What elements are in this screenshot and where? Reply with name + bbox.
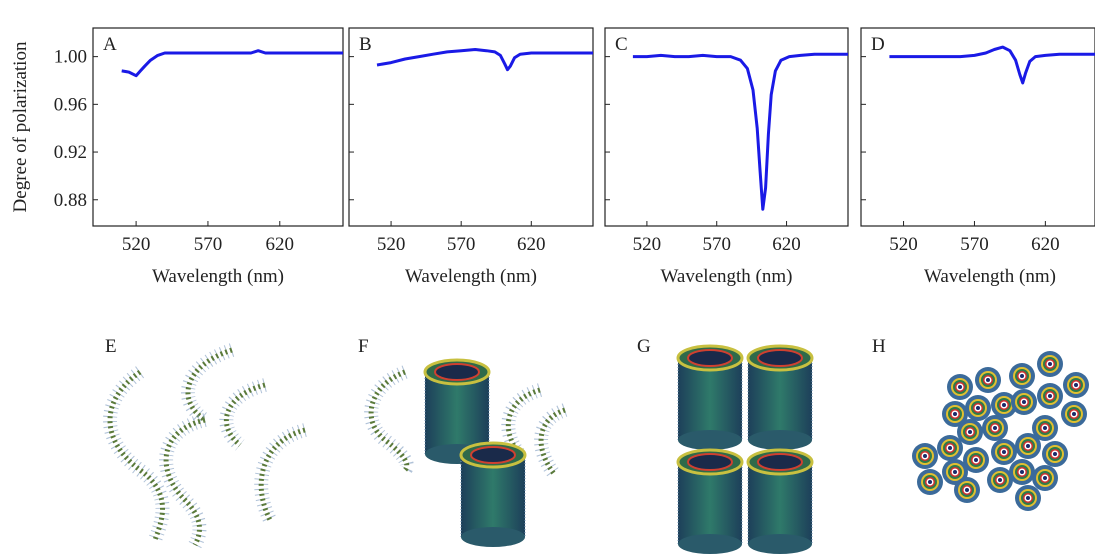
x-tick-label: 520: [122, 234, 151, 255]
chart: 520 570 620 C Wavelength (nm): [604, 27, 849, 287]
x-tick-label: 520: [633, 234, 662, 255]
x-axis-label: Wavelength (nm): [924, 266, 1056, 287]
plot-frame: [604, 27, 849, 227]
panel-label: F: [358, 336, 369, 357]
chart: 520 570 620 D Wavelength (nm): [860, 27, 1095, 287]
x-axis-label: Wavelength (nm): [405, 266, 537, 287]
illustrations: E F G H: [103, 336, 1089, 554]
y-tick-label: 1.00: [54, 47, 87, 68]
panel-label: H: [872, 336, 886, 357]
data-line: [376, 48, 593, 72]
x-tick-label: 620: [1031, 234, 1060, 255]
x-tick-label: 520: [889, 234, 918, 255]
panel-label: A: [103, 34, 117, 55]
rings: [912, 351, 1089, 511]
chart: 520 570 620 B Wavelength (nm): [348, 27, 594, 287]
y-axis-label: Degree of polarization: [10, 41, 31, 212]
plot-frame: [860, 27, 1095, 227]
x-tick-label: 520: [377, 234, 406, 255]
y-tick-label: 0.88: [54, 190, 87, 211]
x-tick-label: 620: [266, 234, 295, 255]
x-tick-label: 620: [517, 234, 546, 255]
y-tick-label: 0.92: [54, 142, 87, 163]
x-tick-label: 570: [194, 234, 223, 255]
data-line: [889, 45, 1095, 85]
chart: 520 570 620 0.88 0.92 0.96 1.00 A Wavelength (nm…: [54, 27, 344, 287]
plot-frame: [348, 27, 594, 227]
y-tick-label: 0.96: [54, 94, 87, 115]
panel-label: G: [637, 336, 651, 357]
data-line: [632, 52, 848, 211]
panel-label: C: [615, 34, 628, 55]
cylinders: [423, 344, 814, 554]
helix-drawing: [103, 343, 568, 549]
x-tick-label: 570: [702, 234, 731, 255]
x-tick-label: 620: [772, 234, 801, 255]
x-tick-label: 570: [960, 234, 989, 255]
x-tick-label: 570: [447, 234, 476, 255]
data-line: [121, 49, 343, 78]
x-axis-label: Wavelength (nm): [152, 266, 284, 287]
panel-label: B: [359, 34, 372, 55]
panel-label: D: [871, 34, 885, 55]
plot-frame: [92, 27, 344, 227]
x-axis-label: Wavelength (nm): [661, 266, 793, 287]
panel-label: E: [105, 336, 117, 357]
